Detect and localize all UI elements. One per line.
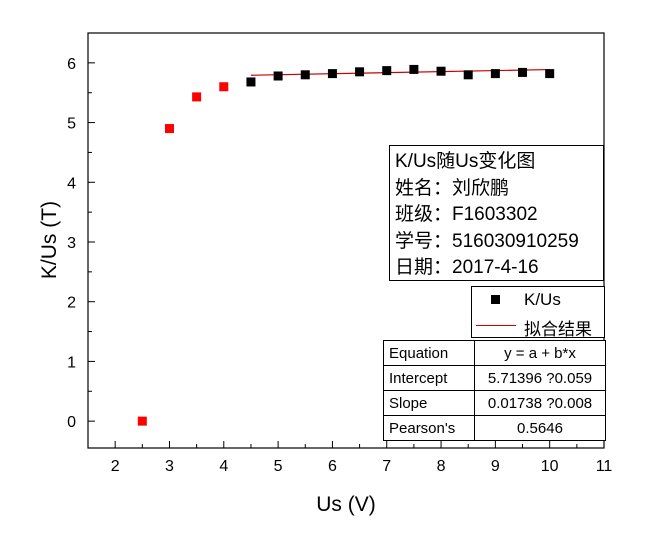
y-tick-label: 0	[67, 414, 76, 431]
table-row: Intercept 5.71396 ?0.059	[383, 365, 606, 391]
table-row: Slope 0.01738 ?0.008	[383, 390, 606, 416]
data-marks	[137, 64, 555, 426]
y-tick-label: 2	[67, 295, 76, 312]
legend-square-marker	[491, 295, 500, 304]
legend-item-data: K/Us	[472, 288, 604, 312]
data-point	[246, 77, 256, 87]
y-tick-label: 6	[67, 56, 76, 73]
table-row: Pearson's 0.5646	[383, 415, 606, 441]
x-tick-label: 4	[219, 458, 228, 475]
data-point	[545, 69, 555, 79]
legend: K/Us 拟合结果	[471, 286, 605, 339]
x-tick-label: 11	[596, 458, 613, 475]
y-axis-label: K/Us (T)	[38, 201, 61, 279]
data-point	[518, 67, 528, 77]
y-tick-label: 1	[67, 354, 76, 371]
legend-item-fit: 拟合结果	[472, 313, 604, 339]
fit-line	[250, 68, 550, 76]
fit-param-name: Intercept	[383, 365, 475, 391]
fit-param-name: Pearson's	[383, 415, 475, 441]
data-point	[300, 70, 310, 80]
info-student-id: 学号：516030910259	[395, 230, 579, 252]
x-tick-label: 9	[491, 458, 500, 475]
info-title: K/Us随Us变化图	[395, 151, 536, 172]
fit-param-value: 5.71396 ?0.059	[474, 365, 606, 391]
data-point	[273, 71, 283, 81]
x-tick-label: 6	[328, 458, 337, 475]
x-axis-label: Us (V)	[316, 493, 376, 516]
data-point	[490, 69, 500, 79]
excluded-point	[219, 82, 229, 92]
x-tick-label: 3	[165, 458, 174, 475]
x-tick-label: 5	[274, 458, 283, 475]
legend-fit-line	[476, 325, 516, 326]
info-box: K/Us随Us变化图 姓名：刘欣鹏 班级：F1603302 学号：5160309…	[389, 145, 604, 281]
legend-fit-label: 拟合结果	[524, 320, 592, 339]
data-point	[327, 69, 337, 79]
fit-param-value: 0.5646	[474, 415, 606, 441]
x-tick-label: 10	[541, 458, 559, 475]
legend-data-label: K/Us	[524, 290, 561, 309]
fit-param-name: Slope	[383, 390, 475, 416]
axis-ticks: 2 3 4 5 6 7 8 9 10 11 0 1 2 3 4 5 6	[67, 56, 612, 475]
data-point	[463, 70, 473, 80]
y-tick-label: 4	[67, 175, 76, 192]
table-row: Equation y = a + b*x	[383, 340, 606, 366]
y-tick-label: 5	[67, 116, 76, 133]
info-date: 日期：2017-4-16	[395, 257, 539, 278]
plot-frame	[87, 32, 605, 449]
fit-parameters-table: Equation y = a + b*x Intercept 5.71396 ?…	[383, 340, 606, 441]
info-name: 姓名：刘欣鹏	[395, 177, 510, 199]
y-tick-label: 3	[67, 235, 76, 252]
data-point	[436, 66, 446, 76]
fit-param-value: y = a + b*x	[474, 340, 606, 366]
data-point	[382, 66, 392, 76]
x-tick-label: 7	[382, 458, 391, 475]
fit-param-name: Equation	[383, 340, 475, 366]
data-point	[355, 67, 365, 77]
excluded-point	[137, 416, 147, 426]
info-class: 班级：F1603302	[395, 204, 538, 225]
excluded-point	[164, 124, 174, 134]
data-point	[409, 64, 419, 74]
x-tick-label: 2	[111, 458, 120, 475]
fit-param-value: 0.01738 ?0.008	[474, 390, 606, 416]
x-tick-label: 8	[437, 458, 446, 475]
excluded-point	[192, 92, 202, 102]
